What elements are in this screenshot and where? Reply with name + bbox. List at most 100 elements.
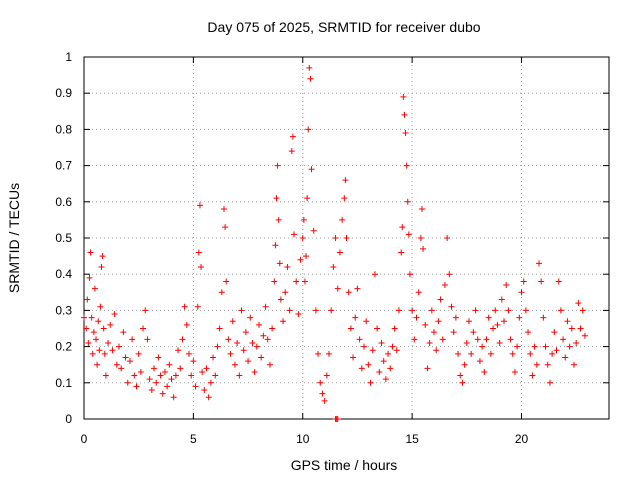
data-point	[560, 336, 567, 343]
data-point	[304, 195, 311, 202]
data-point	[97, 303, 104, 310]
data-point	[88, 314, 95, 321]
y-tick-label: 0.3	[55, 303, 72, 317]
data-point	[433, 347, 440, 354]
data-point	[284, 263, 291, 270]
data-point	[288, 148, 295, 155]
data-point	[107, 321, 114, 328]
data-point	[153, 379, 160, 386]
data-point	[542, 343, 549, 350]
data-point	[376, 368, 383, 375]
data-point	[332, 235, 339, 241]
data-point	[308, 166, 315, 173]
data-point	[420, 245, 427, 252]
data-point	[199, 368, 206, 375]
data-point	[83, 325, 90, 332]
data-point	[476, 358, 483, 365]
x-tick-label: 5	[190, 432, 197, 446]
data-point	[518, 289, 525, 296]
data-point	[297, 256, 304, 263]
data-point	[391, 325, 398, 332]
data-point	[315, 350, 322, 357]
x-tick-label: 20	[515, 432, 529, 446]
data-point	[264, 336, 271, 343]
data-point	[91, 285, 98, 292]
data-point	[350, 354, 357, 361]
data-point	[109, 347, 116, 354]
data-point	[431, 329, 437, 336]
data-point	[155, 354, 162, 361]
data-point	[509, 350, 516, 357]
data-point	[307, 75, 314, 82]
data-point	[323, 372, 330, 379]
data-point	[99, 253, 106, 260]
data-point	[105, 339, 112, 346]
data-point	[166, 361, 173, 368]
data-points	[81, 64, 588, 422]
data-point	[181, 303, 188, 310]
data-point	[470, 329, 477, 336]
data-point	[303, 253, 310, 260]
data-point	[236, 372, 243, 379]
data-point	[345, 289, 352, 296]
y-tick-label: 0.9	[55, 86, 72, 100]
data-point	[168, 376, 175, 383]
data-point	[100, 325, 107, 332]
data-point	[446, 271, 453, 278]
data-point	[553, 347, 560, 354]
data-point	[365, 361, 372, 368]
data-point	[479, 343, 486, 350]
data-point	[277, 296, 284, 303]
data-point	[426, 339, 433, 346]
data-point	[275, 216, 282, 223]
data-point	[540, 314, 547, 321]
data-point	[120, 329, 127, 336]
axis-ticks	[83, 56, 609, 420]
data-point	[234, 339, 241, 346]
data-point	[276, 260, 283, 267]
data-point	[455, 350, 462, 357]
data-point	[354, 285, 361, 292]
axis-tick-labels: 00.10.20.30.40.50.60.70.80.910 5 10 15 20	[55, 50, 528, 446]
data-point	[577, 325, 584, 332]
data-point	[417, 235, 424, 241]
data-point	[490, 325, 497, 332]
data-point	[116, 343, 122, 350]
x-tick-label: 10	[296, 432, 310, 446]
data-point	[95, 318, 102, 325]
data-point	[514, 343, 521, 350]
data-point	[529, 372, 536, 379]
data-point	[223, 278, 230, 285]
data-point	[111, 311, 118, 318]
y-tick-label: 0.1	[55, 376, 72, 390]
data-point	[249, 339, 256, 346]
data-point	[271, 278, 278, 285]
data-point	[157, 372, 164, 379]
data-point	[498, 296, 505, 303]
data-point	[98, 263, 105, 270]
data-point	[501, 318, 507, 325]
data-point	[194, 303, 201, 310]
data-point	[122, 354, 129, 361]
data-point	[404, 198, 411, 205]
data-point	[212, 372, 219, 379]
data-point	[201, 387, 208, 394]
data-point	[520, 278, 527, 285]
data-point	[227, 350, 234, 357]
data-point	[378, 339, 385, 346]
data-point	[579, 307, 586, 314]
data-point	[205, 394, 212, 401]
data-point	[494, 321, 501, 328]
data-point	[413, 314, 420, 321]
data-point	[306, 64, 313, 71]
data-point	[358, 365, 365, 372]
data-point	[214, 343, 221, 350]
data-point	[459, 379, 466, 386]
data-point	[371, 271, 378, 278]
data-point	[251, 368, 258, 375]
data-point	[435, 318, 442, 325]
data-point	[444, 235, 451, 241]
data-point	[319, 390, 326, 397]
data-point	[299, 235, 306, 241]
